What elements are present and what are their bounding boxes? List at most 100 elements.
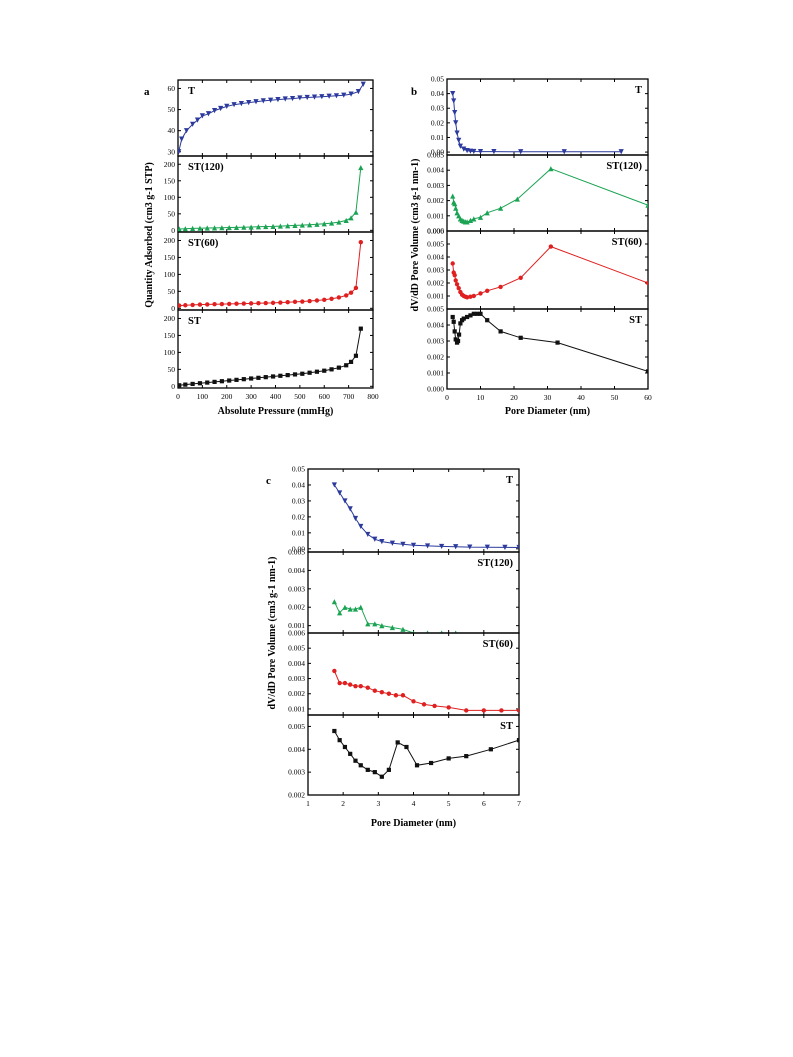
subplot-st60: 0 50 100 150 200 ST(60) <box>164 231 374 313</box>
chart-panel-c: c0.000.010.020.030.040.05T0.0010.0020.00… <box>266 465 521 830</box>
series-markers <box>332 728 519 779</box>
data-point <box>365 531 371 538</box>
y-tick-label: 0.001 <box>288 704 305 713</box>
data-point <box>358 523 364 530</box>
y-tick-label: 0.000 <box>427 227 444 236</box>
data-point <box>411 699 416 704</box>
data-point <box>241 377 246 382</box>
data-point <box>344 363 349 368</box>
data-point <box>304 94 310 101</box>
y-tick-label: 0.02 <box>292 512 305 521</box>
data-point <box>456 286 461 291</box>
panel-label: c <box>266 475 271 487</box>
data-point <box>249 376 254 381</box>
data-point <box>326 93 332 99</box>
data-point <box>297 95 303 101</box>
y-tick-label: 30 <box>168 147 176 156</box>
y-tick-label: 150 <box>164 176 176 185</box>
data-point <box>485 288 490 293</box>
data-point <box>404 744 409 750</box>
data-point <box>311 94 318 100</box>
data-point <box>450 314 455 320</box>
data-point <box>332 668 337 674</box>
y-tick-label: 200 <box>164 160 176 169</box>
data-point <box>645 369 648 374</box>
x-tick-label: 2 <box>341 799 345 808</box>
data-point <box>268 97 274 103</box>
data-point <box>414 763 420 768</box>
x-tick-label: 0 <box>176 392 180 401</box>
y-tick-label: 50 <box>168 105 176 114</box>
series-line <box>452 313 648 372</box>
data-point <box>300 299 305 304</box>
data-point <box>358 326 363 331</box>
data-point <box>458 321 463 326</box>
data-point <box>342 498 348 504</box>
data-point <box>426 630 429 633</box>
data-point <box>218 105 224 112</box>
data-point <box>219 379 224 384</box>
plot-frame <box>307 468 520 553</box>
series-label: ST <box>188 316 201 327</box>
data-point <box>263 375 268 380</box>
data-point <box>329 296 334 302</box>
data-point <box>389 624 395 631</box>
data-point <box>440 630 443 633</box>
data-point <box>190 302 195 308</box>
series-line <box>179 242 362 307</box>
data-point <box>248 301 254 306</box>
data-point <box>484 210 490 216</box>
series-markers <box>331 482 519 551</box>
y-tick-label: 0.006 <box>288 629 305 638</box>
data-point <box>518 335 523 340</box>
data-point <box>348 682 353 687</box>
y-tick-label: 0.003 <box>427 181 444 190</box>
data-point <box>450 91 456 97</box>
data-point <box>484 544 490 550</box>
data-point <box>275 97 281 103</box>
data-point <box>270 300 276 306</box>
data-point <box>446 705 451 710</box>
series-markers <box>178 239 364 308</box>
plot-frame <box>446 308 649 390</box>
data-point <box>499 708 504 713</box>
data-point <box>365 621 371 627</box>
data-point <box>211 108 218 114</box>
y-axis-title: Quantity Adsorbed (cm3 g-1 STP) <box>144 162 155 308</box>
y-tick-label: 150 <box>164 331 176 340</box>
data-point <box>498 205 504 211</box>
data-point <box>453 544 459 550</box>
data-point <box>285 300 290 305</box>
y-tick-label: 60 <box>168 84 176 93</box>
series-line <box>333 484 519 548</box>
y-tick-label: 200 <box>164 314 176 323</box>
y-tick-label: 50 <box>168 209 176 218</box>
y-tick-label: 0.003 <box>288 768 305 777</box>
data-point <box>224 103 230 109</box>
data-point <box>451 98 457 104</box>
subplot-t: 0.00 0.01 0.02 0.03 0.04 0.05 T <box>431 75 649 157</box>
data-point <box>454 282 460 287</box>
y-tick-label: 0.003 <box>427 337 444 346</box>
data-point <box>219 225 225 231</box>
data-point <box>263 300 268 306</box>
y-tick-label: 0.00 <box>292 544 305 553</box>
y-tick-label: 0 <box>171 226 175 235</box>
series-line <box>452 246 648 298</box>
data-point <box>260 98 266 104</box>
series-label: ST <box>629 315 642 326</box>
data-point <box>300 371 305 376</box>
data-point <box>358 604 364 610</box>
y-tick-label: 0.05 <box>292 465 305 474</box>
data-point <box>439 543 445 550</box>
series-label: ST(60) <box>483 639 514 650</box>
data-point <box>231 102 237 108</box>
data-point <box>182 226 188 232</box>
data-point <box>179 136 185 142</box>
data-point <box>337 680 342 686</box>
subplot-st120: 0.000 0.001 0.002 0.003 0.004 0.005 ST(120) <box>427 151 649 236</box>
y-tick-label: 0.004 <box>288 745 305 754</box>
x-tick-label: 500 <box>294 392 306 401</box>
data-point <box>285 373 290 378</box>
y-tick-label: 0.02 <box>431 118 444 127</box>
